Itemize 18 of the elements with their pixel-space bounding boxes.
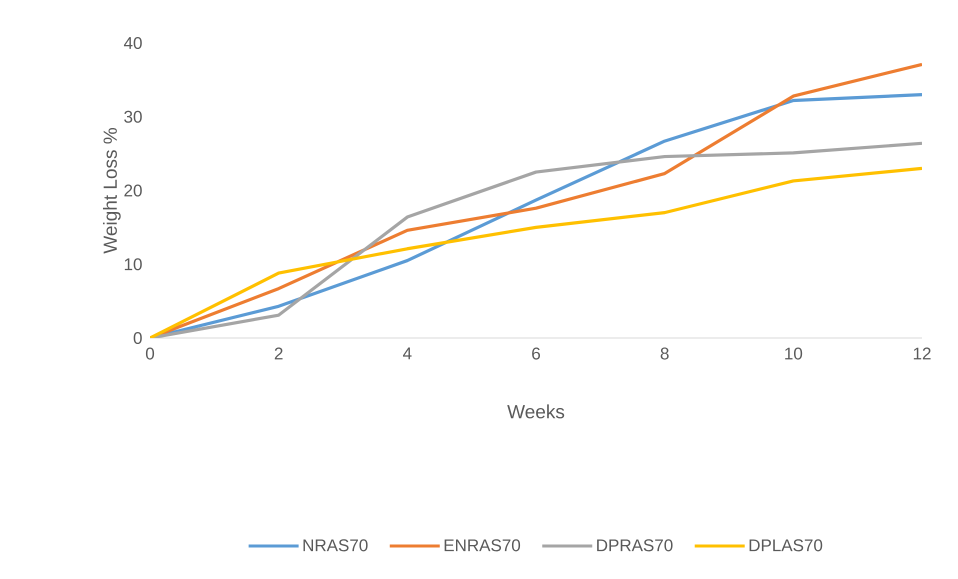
x-tick-label: 2 <box>274 348 283 360</box>
legend-label: DPRAS70 <box>597 539 673 552</box>
y-tick-label: 0 <box>134 332 142 344</box>
x-tick-label: 10 <box>785 348 802 360</box>
legend-label: DPLAS70 <box>750 539 822 552</box>
y-tick-label: 40 <box>124 36 142 50</box>
y-tick-label: 30 <box>124 110 142 123</box>
x-tick-label: 0 <box>146 348 154 360</box>
x-tick-label: 12 <box>914 348 931 360</box>
x-tick-label: 8 <box>660 348 669 360</box>
y-tick-label: 20 <box>124 184 142 197</box>
legend-label: ENRAS70 <box>444 539 520 552</box>
x-axis-title: Weeks <box>507 404 564 418</box>
y-axis-title: Weight Loss % <box>102 128 121 254</box>
x-tick-label: 4 <box>403 348 412 360</box>
y-tick-label: 10 <box>124 258 142 270</box>
x-tick-label: 6 <box>532 348 540 360</box>
legend-label: NRAS70 <box>304 539 368 552</box>
